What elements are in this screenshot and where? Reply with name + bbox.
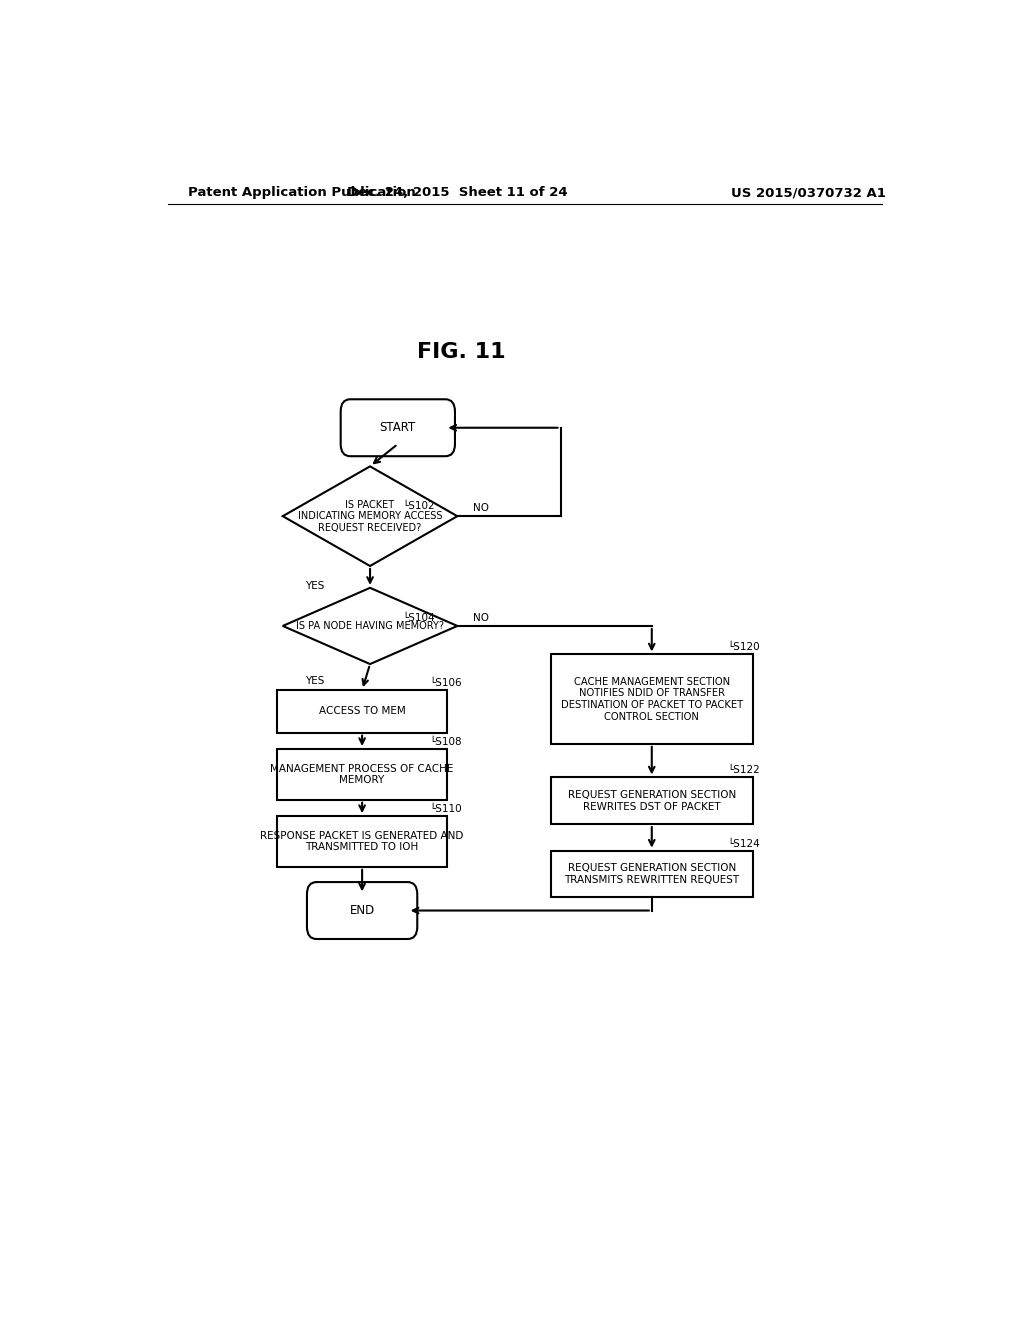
Text: └S110: └S110 [430,804,462,814]
Bar [276,748,447,800]
Text: YES: YES [305,676,325,686]
FancyBboxPatch shape [307,882,417,939]
Text: └S124: └S124 [727,838,760,849]
Text: IS PACKET
INDICATING MEMORY ACCESS
REQUEST RECEIVED?: IS PACKET INDICATING MEMORY ACCESS REQUE… [298,499,442,533]
Polygon shape [283,466,458,566]
Text: └S106: └S106 [430,678,462,688]
Bar [551,777,753,824]
Text: MANAGEMENT PROCESS OF CACHE
MEMORY: MANAGEMENT PROCESS OF CACHE MEMORY [270,763,454,785]
Text: US 2015/0370732 A1: US 2015/0370732 A1 [731,186,886,199]
Text: └S102: └S102 [401,502,434,511]
Text: └S122: └S122 [727,766,760,775]
Text: Dec. 24, 2015  Sheet 11 of 24: Dec. 24, 2015 Sheet 11 of 24 [347,186,567,199]
Text: └S108: └S108 [430,737,462,747]
Text: └S120: └S120 [727,643,760,652]
Text: └S104: └S104 [401,612,434,623]
Text: ACCESS TO MEM: ACCESS TO MEM [318,706,406,717]
FancyBboxPatch shape [341,399,455,457]
Text: NO: NO [473,503,489,513]
Text: END: END [349,904,375,917]
Text: Patent Application Publication: Patent Application Publication [187,186,416,199]
Bar [551,850,753,898]
Text: REQUEST GENERATION SECTION
REWRITES DST OF PACKET: REQUEST GENERATION SECTION REWRITES DST … [567,789,736,812]
Text: FIG. 11: FIG. 11 [417,342,506,362]
Bar [551,655,753,744]
Bar [276,690,447,733]
Text: RESPONSE PACKET IS GENERATED AND
TRANSMITTED TO IOH: RESPONSE PACKET IS GENERATED AND TRANSMI… [260,830,464,853]
Text: YES: YES [305,581,325,591]
Text: NO: NO [473,612,489,623]
Text: REQUEST GENERATION SECTION
TRANSMITS REWRITTEN REQUEST: REQUEST GENERATION SECTION TRANSMITS REW… [564,863,739,884]
Text: CACHE MANAGEMENT SECTION
NOTIFIES NDID OF TRANSFER
DESTINATION OF PACKET TO PACK: CACHE MANAGEMENT SECTION NOTIFIES NDID O… [561,677,742,722]
Text: START: START [380,421,416,434]
Polygon shape [283,587,458,664]
Bar [276,816,447,867]
Text: IS PA NODE HAVING MEMORY?: IS PA NODE HAVING MEMORY? [296,620,444,631]
